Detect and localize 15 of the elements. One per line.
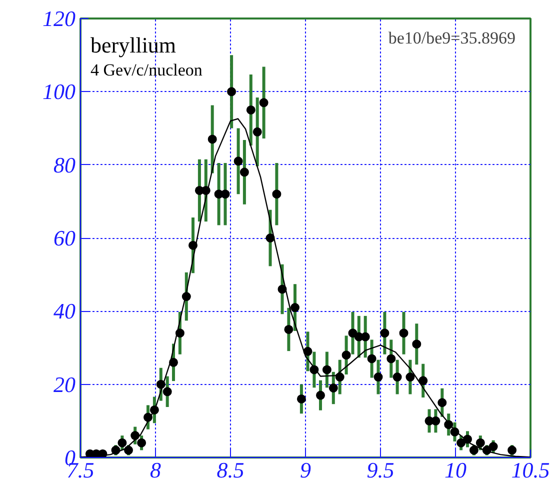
x-tick-label: 10.5 [511, 458, 550, 482]
y-tick-label: 100 [42, 79, 76, 104]
y-tick-label: 20 [54, 372, 76, 397]
x-tick-label: 8.5 [216, 458, 244, 482]
x-tick-label: 8 [150, 458, 161, 482]
x-tick-label: 10 [444, 458, 466, 482]
annotation: be10/be9=35.8969 [388, 28, 516, 48]
x-tick-label: 9.5 [366, 458, 394, 482]
y-tick-label: 120 [42, 6, 76, 31]
text: 4 Gev/c/nucleon [90, 60, 203, 80]
y-tick-label: 40 [54, 298, 76, 324]
y-tick-label: 80 [54, 152, 76, 178]
x-tick-label: 9 [300, 458, 311, 482]
y-tick-label: 60 [54, 226, 76, 250]
text: beryllium [90, 32, 176, 58]
